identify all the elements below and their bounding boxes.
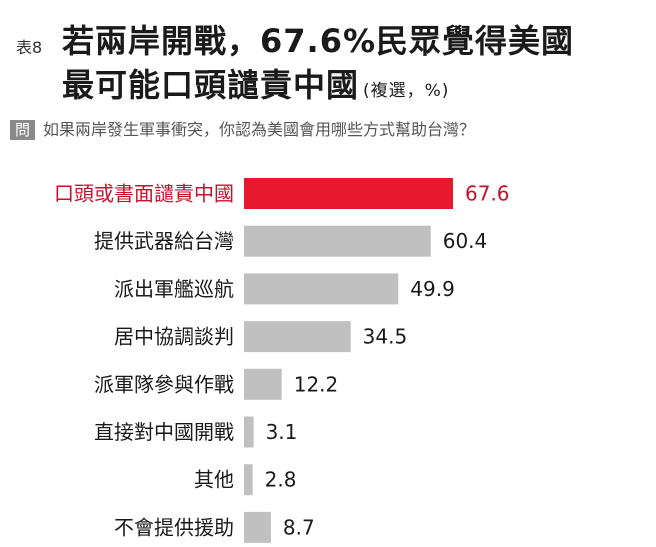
value-label: 8.7	[283, 515, 315, 539]
category-label: 派軍隊參與作戰	[94, 372, 234, 396]
bar	[244, 321, 351, 353]
bar	[244, 273, 399, 305]
value-label: 3.1	[266, 420, 298, 444]
value-label: 12.2	[294, 372, 339, 396]
chart-title-line2: 最可能口頭譴責中國 (複選，%)	[62, 60, 449, 106]
bar	[244, 464, 253, 496]
chart-title-line2-text: 最可能口頭譴責中國	[62, 66, 360, 104]
bar	[244, 511, 271, 543]
value-label: 60.4	[443, 229, 488, 253]
bar	[244, 178, 453, 209]
value-label: 34.5	[363, 325, 408, 349]
chart-title-note: (複選，%)	[363, 81, 450, 101]
bar-chart: 口頭或書面譴責中國 67.6 提供武器給台灣 60.4 派出軍艦巡航 49.9 居中協調談判…	[54, 178, 510, 543]
bar	[244, 225, 431, 257]
category-label: 派出軍艦巡航	[114, 277, 234, 301]
table-number: 表8	[16, 38, 43, 57]
survey-question: 問如果兩岸發生軍事衝突，你認為美國會用哪些方式幫助台灣？	[10, 116, 475, 140]
bar	[244, 416, 254, 448]
value-label: 67.6	[465, 182, 510, 206]
value-label: 49.9	[410, 277, 455, 301]
chart-header: 表8 若兩岸開戰，67.6%民眾覺得美國 最可能口頭譴責中國 (複選，%) 問如果…	[0, 0, 656, 150]
chart-title-line1: 若兩岸開戰，67.6%民眾覺得美國	[62, 22, 575, 60]
question-badge: 問	[10, 120, 36, 140]
category-label: 口頭或書面譴責中國	[54, 182, 234, 206]
category-label: 直接對中國開戰	[94, 420, 234, 444]
bar	[244, 368, 282, 400]
category-label: 其他	[194, 468, 234, 492]
category-label: 居中協調談判	[114, 325, 234, 349]
value-label: 2.8	[265, 468, 297, 492]
question-text: 如果兩岸發生軍事衝突，你認為美國會用哪些方式幫助台灣？	[43, 120, 476, 139]
category-label: 不會提供援助	[114, 515, 234, 539]
category-label: 提供武器給台灣	[94, 229, 234, 253]
